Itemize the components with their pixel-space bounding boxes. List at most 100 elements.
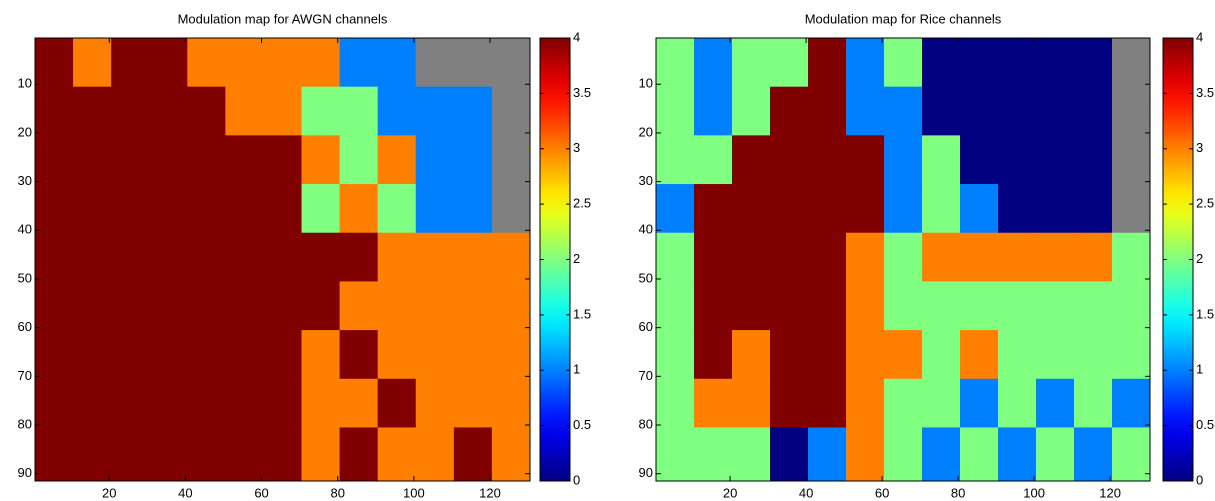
heatmap-cell bbox=[377, 427, 417, 482]
heatmap-cell bbox=[377, 378, 417, 428]
x-tick-label: 80 bbox=[330, 485, 344, 500]
colorbar-tick-label: 3.5 bbox=[573, 85, 591, 100]
heatmap-cell bbox=[960, 38, 999, 88]
heatmap-cell bbox=[263, 86, 303, 136]
heatmap-cell bbox=[846, 38, 885, 88]
heatmap-cell bbox=[35, 232, 74, 282]
heatmap-cell bbox=[1112, 378, 1151, 428]
heatmap-cell bbox=[225, 378, 264, 428]
heatmap-cell bbox=[301, 184, 341, 234]
heatmap-cell bbox=[808, 281, 847, 331]
heatmap-cell bbox=[1112, 135, 1151, 185]
y-tick-label: 20 bbox=[18, 124, 32, 139]
heatmap-cell bbox=[491, 427, 531, 482]
heatmap-cell bbox=[491, 330, 531, 380]
heatmap-cell bbox=[656, 427, 695, 482]
heatmap-cell bbox=[35, 38, 74, 88]
y-tick-label: 50 bbox=[18, 270, 32, 285]
heatmap-cell bbox=[884, 86, 923, 136]
heatmap-cell bbox=[73, 86, 112, 136]
colorbar-tick-label: 1 bbox=[573, 362, 580, 377]
heatmap-cell bbox=[922, 86, 961, 136]
colorbar-tick-label: 3 bbox=[573, 140, 580, 155]
heatmap-cell bbox=[149, 38, 188, 88]
x-tick-label: 20 bbox=[102, 485, 116, 500]
x-tick-label: 20 bbox=[723, 485, 737, 500]
heatmap-cell bbox=[415, 135, 455, 185]
heatmap-cell bbox=[1074, 86, 1113, 136]
heatmap-cell bbox=[1074, 281, 1113, 331]
heatmap-cell bbox=[1036, 330, 1075, 380]
y-tick-label: 10 bbox=[18, 76, 32, 91]
heatmap-cell bbox=[73, 232, 112, 282]
heatmap-cell bbox=[263, 427, 303, 482]
heatmap-cell bbox=[656, 281, 695, 331]
heatmap-cell bbox=[187, 281, 226, 331]
heatmap-cell bbox=[453, 232, 493, 282]
y-tick-label: 80 bbox=[639, 416, 653, 431]
heatmap-cell bbox=[415, 281, 455, 331]
colorbar-tick-label: 0 bbox=[573, 472, 580, 487]
heatmap-cell bbox=[377, 38, 417, 88]
heatmap-cell bbox=[187, 38, 226, 88]
heatmap-cell bbox=[453, 281, 493, 331]
heatmap-cell bbox=[960, 281, 999, 331]
heatmap-cell bbox=[808, 86, 847, 136]
heatmap-cell bbox=[225, 232, 264, 282]
heatmap-cell bbox=[808, 427, 847, 482]
heatmap-cell bbox=[1112, 184, 1151, 234]
heatmap-cell bbox=[884, 232, 923, 282]
y-tick-label: 10 bbox=[639, 76, 653, 91]
heatmap-cell bbox=[301, 135, 341, 185]
heatmap-cell bbox=[301, 38, 341, 88]
heatmap-cell bbox=[225, 427, 264, 482]
heatmap-cell bbox=[35, 427, 74, 482]
heatmap-cell bbox=[415, 86, 455, 136]
heatmap-cell bbox=[149, 378, 188, 428]
heatmap-cell bbox=[732, 378, 771, 428]
heatmap-cell bbox=[998, 281, 1037, 331]
heatmap-cell bbox=[694, 378, 733, 428]
heatmap-cell bbox=[415, 330, 455, 380]
x-tick-label: 100 bbox=[1023, 485, 1045, 500]
heatmap-cell bbox=[1074, 378, 1113, 428]
x-tick-label: 100 bbox=[403, 485, 425, 500]
heatmap-cell bbox=[884, 281, 923, 331]
y-tick-label: 50 bbox=[639, 270, 653, 285]
colorbar-tick-label: 0.5 bbox=[573, 417, 591, 432]
heatmap-cell bbox=[111, 427, 150, 482]
y-tick-label: 70 bbox=[18, 368, 32, 383]
heatmap-cell bbox=[960, 135, 999, 185]
colorbar-tick-label: 2.5 bbox=[1196, 196, 1214, 211]
heatmap-cell bbox=[263, 38, 303, 88]
colorbar-tick-label: 4 bbox=[573, 29, 580, 44]
heatmap-cell bbox=[339, 135, 379, 185]
heatmap-cell bbox=[491, 281, 531, 331]
heatmap-cell bbox=[453, 427, 493, 482]
heatmap-cell bbox=[960, 232, 999, 282]
colorbar-tick-label: 2.5 bbox=[573, 196, 591, 211]
heatmap-cell bbox=[656, 86, 695, 136]
heatmap-cell bbox=[35, 281, 74, 331]
axes-frame bbox=[655, 37, 1151, 482]
y-tick-label: 80 bbox=[18, 416, 32, 431]
heatmap-cell bbox=[111, 232, 150, 282]
chart-title: Modulation map for AWGN channels bbox=[178, 11, 388, 26]
heatmap-cell bbox=[884, 135, 923, 185]
heatmap-cell bbox=[111, 86, 150, 136]
heatmap-cell bbox=[187, 378, 226, 428]
heatmap-cell bbox=[73, 184, 112, 234]
x-tick-label: 60 bbox=[254, 485, 268, 500]
heatmap-cell bbox=[377, 281, 417, 331]
heatmap-cell bbox=[225, 86, 264, 136]
heatmap-cell bbox=[35, 378, 74, 428]
heatmap-cell bbox=[1036, 135, 1075, 185]
heatmap-cell bbox=[1074, 184, 1113, 234]
heatmap-cell bbox=[187, 184, 226, 234]
heatmap-cell bbox=[377, 330, 417, 380]
heatmap-cell bbox=[453, 330, 493, 380]
heatmap-cell bbox=[1112, 330, 1151, 380]
heatmap-cell bbox=[694, 281, 733, 331]
heatmap-cell bbox=[998, 232, 1037, 282]
y-tick-label: 30 bbox=[639, 173, 653, 188]
